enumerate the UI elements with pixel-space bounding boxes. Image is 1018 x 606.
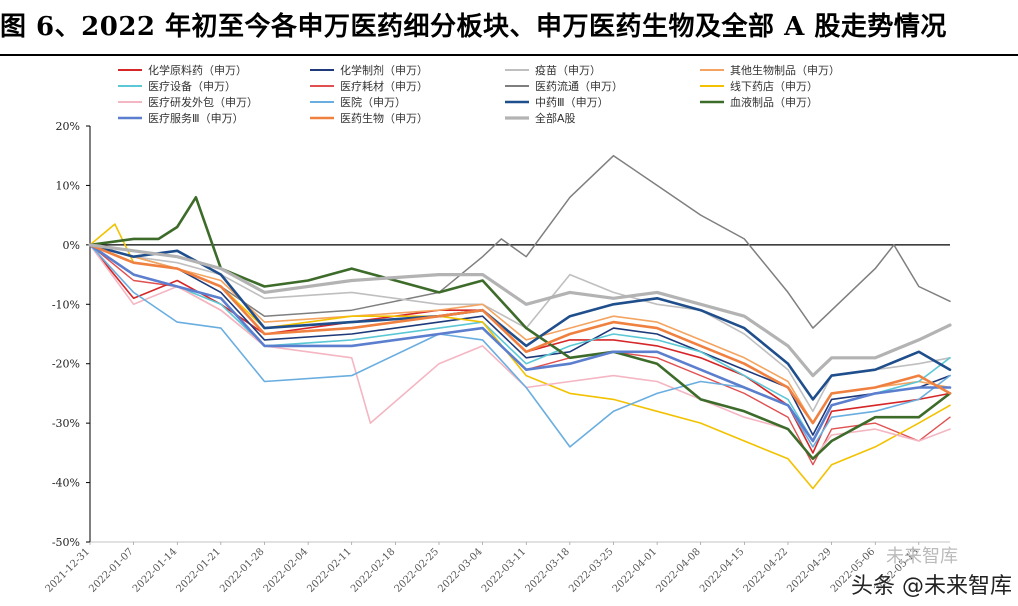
x-tick-label: 2022-01-07 [87,546,136,595]
legend-label: 化学制剂（申万） [340,63,428,77]
legend-label: 化学原料药（申万） [148,63,247,77]
tick-labels: -50%-40%-30%-20%-10%0%10%20%2021-12-3120… [44,120,921,595]
series-line [89,154,951,329]
legend-label: 医院（申万） [340,95,406,109]
legend-label: 疫苗（申万） [535,63,601,77]
x-tick-label: 2022-01-14 [131,546,180,595]
legend-label: 医药生物（申万） [340,111,428,125]
legend-label: 血液制品（申万） [730,95,818,109]
y-tick-label: -50% [52,536,80,549]
legend-label: 医疗服务Ⅲ（申万） [148,111,244,125]
x-tick-label: 2021-12-31 [44,546,93,595]
legend-label: 全部A股 [535,111,576,125]
y-tick-label: -30% [52,417,80,430]
axes-layer [86,125,950,545]
y-tick-label: -10% [52,298,80,311]
series-layer [88,154,952,490]
x-tick-label: 2022-03-25 [567,546,616,595]
series-line [88,243,952,425]
series-line [88,196,952,461]
x-tick-label: 2022-02-25 [393,546,442,595]
x-tick-label: 2022-04-22 [742,546,791,595]
legend-label: 医药流通（申万） [535,79,623,93]
x-tick-label: 2022-04-29 [785,546,834,595]
y-tick-label: 0% [63,239,80,252]
legend-label: 其他生物制品（申万） [730,63,840,77]
title-rule [0,54,1018,56]
x-tick-label: 2022-03-04 [436,546,485,595]
legend-label: 医疗耗材（申万） [340,79,428,93]
series-line [89,244,951,454]
series-line [88,243,952,378]
x-tick-label: 2022-03-18 [523,546,572,595]
x-tick-label: 2022-04-15 [698,546,747,595]
series-line [88,243,952,401]
series-line [89,244,951,466]
legend-label: 线下药店（申万） [730,79,818,93]
x-tick-label: 2022-01-21 [174,546,223,595]
y-tick-label: -40% [52,477,80,490]
series-line [88,243,952,443]
legend-label: 中药Ⅲ（申万） [535,96,609,109]
x-tick-label: 2022-02-04 [262,546,311,595]
watermark: 头条 @未来智库 [851,574,1012,599]
y-tick-label: 10% [56,179,80,192]
legend: 化学原料药（申万） 化学制剂（申万） 疫苗（申万） 其他生物制品（申万） 医疗设备（申万… [118,63,840,125]
x-tick-label: 2022-03-11 [480,546,529,595]
x-tick-label: 2022-04-08 [654,546,703,595]
y-tick-label: 20% [56,120,80,133]
x-tick-label: 2022-04-01 [611,546,660,595]
watermark-faint: 未来智库 [886,546,958,567]
series-line [89,244,951,448]
legend-label: 医疗设备（申万） [148,79,236,93]
series-line [89,244,951,460]
figure-title: 图 6、2022 年初至今各申万医药细分板块、申万医药生物及全部 A 股走势情况 [0,12,947,42]
line-chart: 化学原料药（申万） 化学制剂（申万） 疫苗（申万） 其他生物制品（申万） 医疗设备（申万… [44,63,952,595]
x-tick-label: 2022-02-11 [305,546,354,595]
x-tick-label: 2022-01-28 [218,546,267,595]
x-tick-label: 2022-02-18 [349,546,398,595]
legend-label: 医疗研发外包（申万） [148,95,258,109]
y-tick-label: -20% [52,358,80,371]
